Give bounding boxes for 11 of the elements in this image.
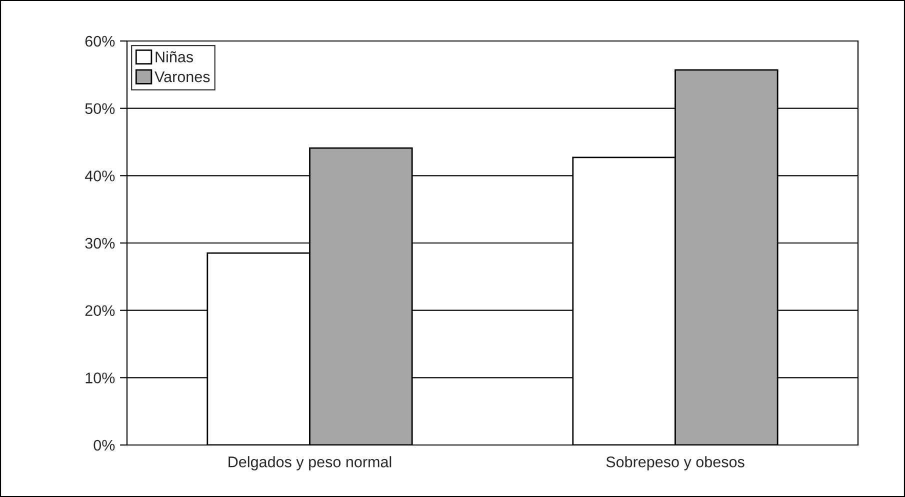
legend-label: Niñas: [156, 51, 194, 62]
y-tick-label: 30%: [85, 238, 115, 249]
y-tick-label: 50%: [85, 103, 115, 114]
x-tick-label: Sobrepeso y obesos: [606, 456, 744, 470]
x-tick-label: Delgados y peso normal: [228, 456, 392, 470]
y-tick-label: 0%: [94, 440, 115, 451]
y-tick-label: 20%: [85, 305, 115, 316]
y-tick-label: 10%: [86, 372, 115, 384]
y-tick-label: 60%: [85, 36, 115, 47]
y-tick-label: 40%: [84, 170, 115, 182]
legend-label: Varones: [154, 72, 210, 82]
